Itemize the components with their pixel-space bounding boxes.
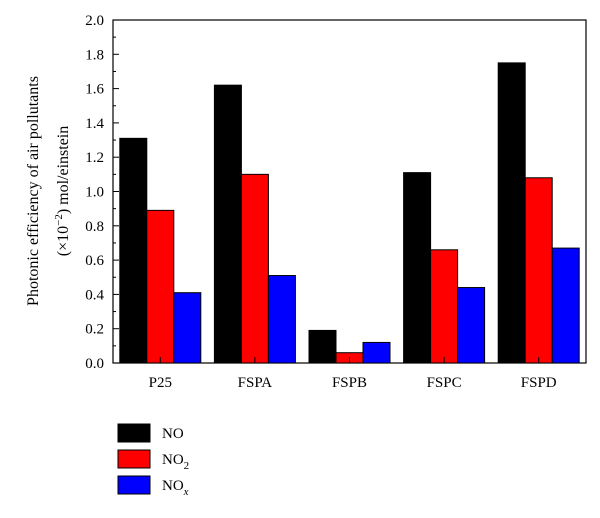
y-tick-label: 0.2 [85,322,104,338]
y-tick-label: 0.4 [85,287,104,303]
y-axis-label: Photonic efficiency of air pollutants (×… [25,76,72,306]
x-tick-label: P25 [149,375,172,391]
legend-swatch-no2 [117,449,151,469]
bar-no2-fspd [524,177,553,364]
y-axis-ticks: 0.0 0.2 0.4 0.6 0.8 1.0 1.2 1.4 1.6 1.8 2.0 [85,13,119,372]
legend-label-no2: NO2 [162,452,189,472]
bar-nox-fspd [551,247,580,364]
bars-group [119,62,580,364]
legend-label-no: NO [162,426,184,442]
bar-nox-fspa [267,275,296,364]
x-tick-label: FSPD [521,375,557,391]
x-tick-label: FSPC [427,375,462,391]
y-tick-label: 1.0 [85,185,104,201]
plot-area: 0.0 0.2 0.4 0.6 0.8 1.0 1.2 1.4 1.6 1.8 2.0 P25 FSP… [85,13,587,391]
legend-label-nox: NOx [162,478,189,498]
bar-no-p25 [119,137,148,364]
y-tick-label: 2.0 [85,13,104,29]
bar-no2-p25 [146,209,175,364]
bar-no-fspa [213,84,242,364]
y-tick-label: 0.8 [85,219,104,235]
bar-no-fspb [308,329,337,364]
y-tick-label: 1.4 [85,116,104,132]
y-axis-label-line2: (×10−2) mol/einstein [53,126,72,257]
y-tick-label: 0.0 [85,356,104,372]
x-tick-label: FSPA [238,375,273,391]
y-tick-label: 1.6 [85,82,104,98]
y-axis-label-line1: Photonic efficiency of air pollutants [25,76,42,306]
x-tick-label: FSPB [332,375,367,391]
y-tick-label: 0.6 [85,253,104,269]
y-tick-label: 1.2 [85,150,104,166]
legend: NO NO2 NOx [117,423,189,498]
bar-nox-fspb [362,341,391,364]
bar-nox-p25 [173,292,202,364]
bar-no2-fspa [240,173,269,364]
bar-nox-fspc [457,287,486,364]
bar-no-fspd [497,62,526,364]
y-tick-label: 1.8 [85,47,104,63]
legend-swatch-nox [117,475,151,495]
x-axis-ticks: P25 FSPA FSPB FSPC FSPD [149,357,557,391]
bar-no2-fspc [430,249,459,364]
legend-swatch-no [117,423,151,443]
bar-no-fspc [403,172,432,364]
